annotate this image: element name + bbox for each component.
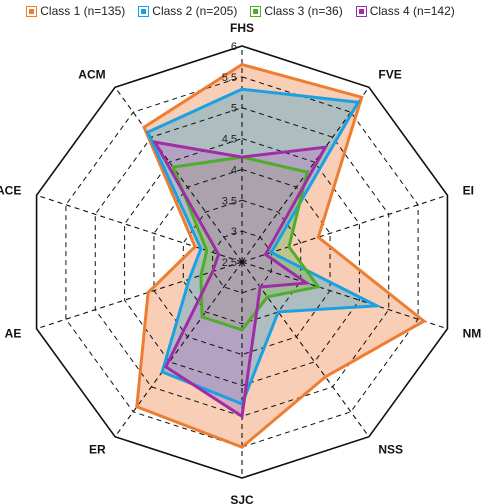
series-area-4 xyxy=(154,142,326,417)
axis-label-ace: ACE xyxy=(0,183,21,197)
grid-ring xyxy=(124,138,360,386)
axis-label-sjc: SJC xyxy=(230,493,254,504)
tick-label: 4.5 xyxy=(222,134,237,146)
axis-label-er: ER xyxy=(89,443,106,457)
legend-label: Class 4 (n=142) xyxy=(369,4,455,18)
tick-label: 6 xyxy=(231,41,237,53)
tick-label: 3 xyxy=(231,226,237,238)
series-outline-3 xyxy=(170,155,321,332)
legend-item-4: Class 4 (n=142) xyxy=(355,4,455,18)
axis-label-nss: NSS xyxy=(378,443,403,457)
legend-item-1: Class 1 (n=135) xyxy=(26,4,126,18)
labels: 2.5 3 3.5 4 4.5 5 5.5 6 FHS FVE EI NM NSS SJC ER AE ACE A… xyxy=(0,21,481,504)
legend-label: Class 2 (n=205) xyxy=(152,4,238,18)
axis-label-fhs: FHS xyxy=(230,21,254,35)
axis-label-nm: NM xyxy=(463,327,482,341)
series-outline-1 xyxy=(135,62,427,449)
grid-ring xyxy=(212,230,272,294)
tick-label: 3.5 xyxy=(222,195,237,207)
legend-swatch xyxy=(250,5,262,17)
spoke-nss xyxy=(241,261,370,438)
legend-item-2: Class 2 (n=205) xyxy=(138,4,238,18)
axis-label-ei: EI xyxy=(463,183,474,197)
tick-label: 5 xyxy=(231,103,237,115)
grid-outer-ring xyxy=(35,45,449,479)
axis-label-acm: ACM xyxy=(78,67,105,81)
tick-label: 2.5 xyxy=(222,257,237,269)
legend-swatch xyxy=(138,5,150,17)
legend-swatch xyxy=(26,5,38,17)
spoke-ae xyxy=(36,261,243,330)
tick-label: 5.5 xyxy=(222,72,237,84)
series-outlines xyxy=(135,62,427,449)
legend-label: Class 1 (n=135) xyxy=(40,4,126,18)
grid-ring xyxy=(94,107,390,417)
axis-label-fve: FVE xyxy=(378,67,401,81)
legend-item-3: Class 3 (n=36) xyxy=(250,4,343,18)
legend: Class 1 (n=135) Class 2 (n=205) Class 3 (n… xyxy=(0,2,482,20)
legend-swatch xyxy=(355,5,367,17)
series-outline-4 xyxy=(152,140,329,419)
tick-label: 4 xyxy=(231,164,237,176)
spoke-ei xyxy=(241,194,448,263)
spoke-acm xyxy=(114,86,243,263)
legend-label: Class 3 (n=36) xyxy=(264,4,343,18)
axis-label-ae: AE xyxy=(5,327,22,341)
spoke-nm xyxy=(241,261,448,330)
grid-ring xyxy=(65,76,419,448)
